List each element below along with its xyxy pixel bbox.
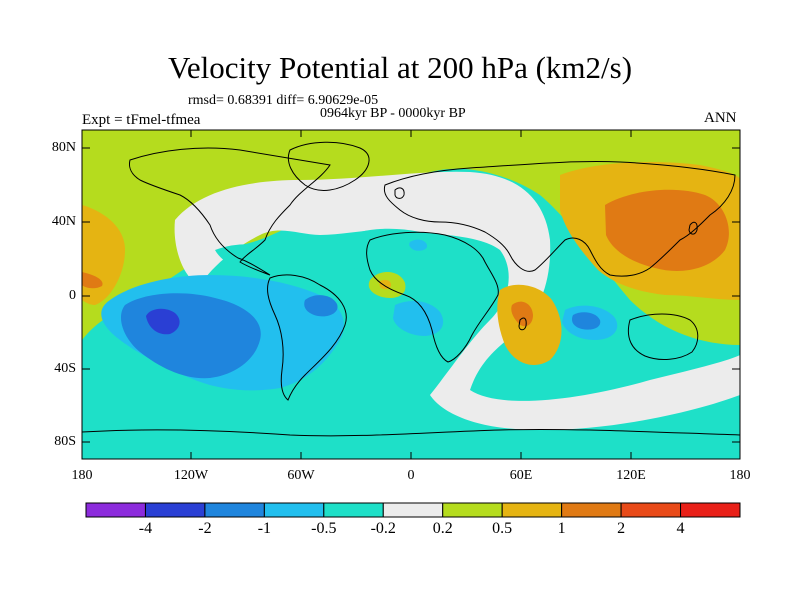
lat-label-40n: 40N — [51, 214, 76, 229]
colorbar-box — [204, 502, 265, 518]
colorbar-label: 1 — [557, 520, 566, 537]
colorbar-label: 0.2 — [432, 520, 453, 537]
lat-label-80s: 80S — [54, 434, 76, 449]
colorbar-label: -4 — [138, 520, 153, 537]
lat-ticks — [82, 147, 740, 443]
colorbar-box — [561, 502, 622, 518]
colorbar-box — [144, 502, 206, 518]
lon-label-180e: 180 — [729, 468, 751, 483]
lon-label-0: 0 — [407, 468, 415, 483]
contour-field — [82, 130, 740, 459]
colorbar-box — [442, 502, 503, 518]
map-title: Velocity Potential at 200 hPa (km2/s) — [167, 50, 633, 85]
colorbar-box — [501, 502, 563, 518]
colorbar-label: 4 — [676, 520, 685, 537]
lon-label-60w: 60W — [287, 468, 315, 483]
season-label: ANN — [704, 110, 737, 126]
colorbar-box — [85, 502, 146, 518]
lat-label-80n: 80N — [51, 140, 76, 155]
colorbar-label: -1 — [257, 520, 272, 537]
experiment-label: Expt = tFmel-tfmea — [82, 112, 201, 128]
stats-text: rmsd= 0.68391 diff= 6.90629e-05 — [188, 93, 379, 108]
colorbar-label: 0.5 — [492, 520, 513, 537]
colorbar-box — [680, 502, 741, 518]
lon-label-180w: 180 — [71, 468, 93, 483]
colorbar — [85, 502, 741, 518]
colorbar-box — [620, 502, 682, 518]
lon-label-60e: 60E — [509, 468, 533, 483]
colorbar-box — [263, 502, 325, 518]
lon-ticks — [190, 130, 632, 459]
period-text: 0964kyr BP - 0000kyr BP — [320, 106, 466, 121]
colorbar-label: 2 — [617, 520, 626, 537]
lon-label-120e: 120E — [616, 468, 646, 483]
colorbar-box — [382, 502, 444, 518]
colorbar-label: -0.5 — [311, 520, 337, 537]
colorbar-label: -2 — [198, 520, 212, 537]
colorbar-label: -0.2 — [370, 520, 396, 537]
lat-label-40s: 40S — [54, 361, 76, 376]
colorbar-box — [323, 502, 384, 518]
lat-label-0: 0 — [69, 288, 76, 303]
lon-label-120w: 120W — [173, 468, 209, 483]
